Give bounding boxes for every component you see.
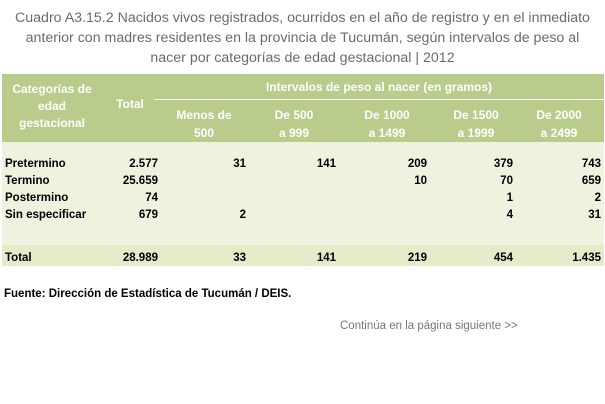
cell-total: 679 [138,209,158,221]
continue-link[interactable]: Continúa en la página siguiente >> [340,320,518,332]
table-row: Postermino 74 1 2 [2,192,604,208]
cell-total: 2.577 [129,158,158,170]
row-label: Termino [5,175,50,187]
title-line-1: Cuadro A3.15.2 Nacidos vivos registrados… [15,10,590,26]
table-row: Termino 25.659 10 70 659 [2,175,604,191]
source-note: Fuente: Dirección de Estadística de Tucu… [4,288,292,300]
table-header: Categorías de edad gestacional Total Int… [2,74,604,142]
cell: 33 [233,252,246,264]
header-col-1500-1999: De 1500 a 1999 [453,108,499,140]
row-label: Sin especificar [5,209,87,221]
header-total: Total [116,97,144,111]
cell: 31 [233,158,246,170]
table-title: Cuadro A3.15.2 Nacidos vivos registrados… [0,8,605,68]
table-row: Sin especificar 679 2 4 31 [2,209,604,225]
cell: 209 [407,158,427,170]
cell: 31 [588,209,601,221]
row-label: Postermino [5,192,69,204]
header-col-2000-2499: De 2000 a 2499 [536,108,582,140]
cell: 454 [493,252,513,264]
cell: 1 [506,192,513,204]
cell: 2 [239,209,246,221]
cell: 70 [500,175,513,187]
header-weight-intervals: Intervalos de peso al nacer (en gramos) [265,80,493,94]
table-row: Pretermino 2.577 31 141 209 379 743 [2,158,604,174]
header-divider [154,99,604,100]
row-label: Pretermino [5,158,66,170]
cell: 659 [581,175,601,187]
header-col-500-999: De 500 a 999 [274,108,314,140]
cell-total: 28.989 [122,252,158,264]
cell: 379 [493,158,513,170]
cell: 10 [414,175,427,187]
title-line-3: nacer por categorías de edad gestacional… [150,50,455,66]
cell-total: 25.659 [122,175,158,187]
cell: 743 [581,158,601,170]
cell: 141 [316,158,336,170]
cell: 1.435 [572,252,601,264]
total-label: Total [5,252,32,264]
cell: 4 [506,209,513,221]
cell: 141 [316,252,336,264]
total-row-band [2,245,604,266]
cell: 219 [407,252,427,264]
total-row: Total 28.989 33 141 219 454 1.435 [2,252,604,268]
header-col-menos-500: Menos de 500 [176,108,232,140]
cell: 2 [594,192,601,204]
title-line-2: anterior con madres residentes en la pro… [25,30,580,46]
cell-total: 74 [145,192,158,204]
header-col-1000-1499: De 1000 a 1499 [364,108,410,140]
header-category: Categorías de edad gestacional [12,82,92,130]
